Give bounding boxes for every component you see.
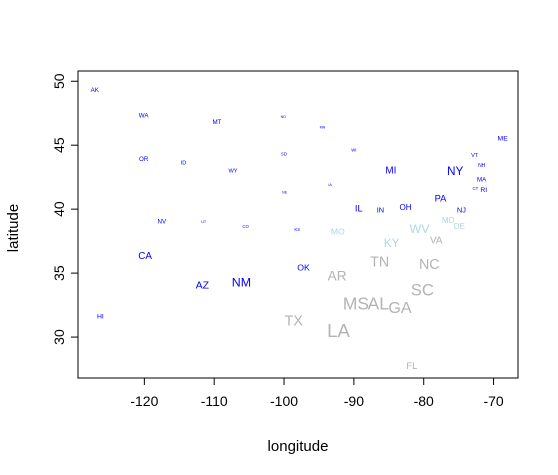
state-label-me: ME bbox=[498, 136, 509, 143]
x-tick-label: -110 bbox=[201, 393, 228, 409]
state-label-id: ID bbox=[181, 161, 187, 167]
state-label-ut: UT bbox=[201, 220, 207, 224]
state-label-hi: HI bbox=[97, 313, 104, 320]
y-axis: 30 35 40 45 50 bbox=[51, 73, 79, 345]
state-label-fl: FL bbox=[406, 361, 417, 371]
state-label-mt: MT bbox=[213, 119, 222, 126]
x-axis: -120 -110 -100 -90 -80 -70 bbox=[130, 377, 504, 409]
y-tick-label: 40 bbox=[51, 201, 67, 217]
state-label-nj: NJ bbox=[457, 205, 466, 214]
y-tick-label: 50 bbox=[51, 73, 67, 89]
state-label-nd: ND bbox=[281, 115, 287, 119]
state-label-pa: PA bbox=[435, 193, 448, 203]
state-label-ok: OK bbox=[297, 262, 310, 272]
state-label-vt: VT bbox=[471, 153, 479, 159]
state-label-az: AZ bbox=[196, 280, 210, 292]
state-label-nc: NC bbox=[419, 257, 440, 273]
state-label-il: IL bbox=[355, 204, 363, 214]
state-label-wa: WA bbox=[139, 112, 150, 119]
state-label-wy: WY bbox=[229, 168, 238, 174]
state-label-ga: GA bbox=[388, 299, 412, 317]
state-label-or: OR bbox=[139, 156, 149, 163]
state-label-nh: NH bbox=[478, 163, 486, 169]
x-tick-label: -120 bbox=[130, 393, 158, 409]
state-label-nm: NM bbox=[232, 276, 251, 290]
state-label-mn: MN bbox=[320, 125, 326, 129]
state-label-ri: RI bbox=[480, 187, 487, 194]
state-label-ar: AR bbox=[328, 269, 347, 284]
y-tick-label: 45 bbox=[51, 137, 67, 153]
state-label-mo: MO bbox=[331, 226, 345, 236]
state-label-ms: MS bbox=[343, 294, 369, 314]
state-label-ma: MA bbox=[477, 176, 487, 183]
state-label-ia: IA bbox=[328, 183, 332, 187]
state-label-de: DE bbox=[454, 222, 466, 231]
state-label-ne: NE bbox=[282, 191, 288, 195]
state-label-wi: WI bbox=[351, 147, 356, 152]
x-tick-label: -70 bbox=[483, 393, 503, 409]
state-label-ak: AK bbox=[91, 87, 100, 94]
state-label-ks: KS bbox=[294, 227, 300, 232]
state-label-in: IN bbox=[377, 205, 384, 214]
x-tick-label: -90 bbox=[344, 393, 364, 409]
x-axis-label: longitude bbox=[268, 438, 329, 455]
state-label-ct: CT bbox=[473, 186, 479, 191]
state-label-sd: SD bbox=[281, 151, 287, 156]
state-label-la: LA bbox=[327, 320, 350, 341]
state-label-tx: TX bbox=[285, 313, 304, 329]
state-label-al: AL bbox=[368, 294, 390, 314]
state-label-ca: CA bbox=[138, 251, 152, 262]
state-label-tn: TN bbox=[370, 255, 389, 271]
x-tick-label: -80 bbox=[414, 393, 434, 409]
state-labels: AK WA MT ND MN ME OR ID WY SD WI VT MI NY NH MA CT RI IA NE… bbox=[91, 87, 509, 371]
state-label-mi: MI bbox=[385, 165, 396, 176]
x-tick-label: -100 bbox=[270, 393, 298, 409]
state-label-va: VA bbox=[430, 236, 443, 247]
state-label-co: CO bbox=[242, 224, 249, 229]
y-axis-label: latitude bbox=[5, 204, 22, 252]
state-label-oh: OH bbox=[399, 203, 411, 212]
state-label-sc: SC bbox=[411, 280, 434, 299]
state-label-md: MD bbox=[442, 216, 455, 225]
y-tick-label: 35 bbox=[51, 265, 67, 281]
state-label-wv: WV bbox=[410, 222, 431, 236]
state-label-ny: NY bbox=[447, 164, 464, 178]
state-label-nv: NV bbox=[158, 219, 167, 226]
state-label-ky: KY bbox=[384, 236, 400, 250]
y-tick-label: 30 bbox=[51, 329, 67, 345]
